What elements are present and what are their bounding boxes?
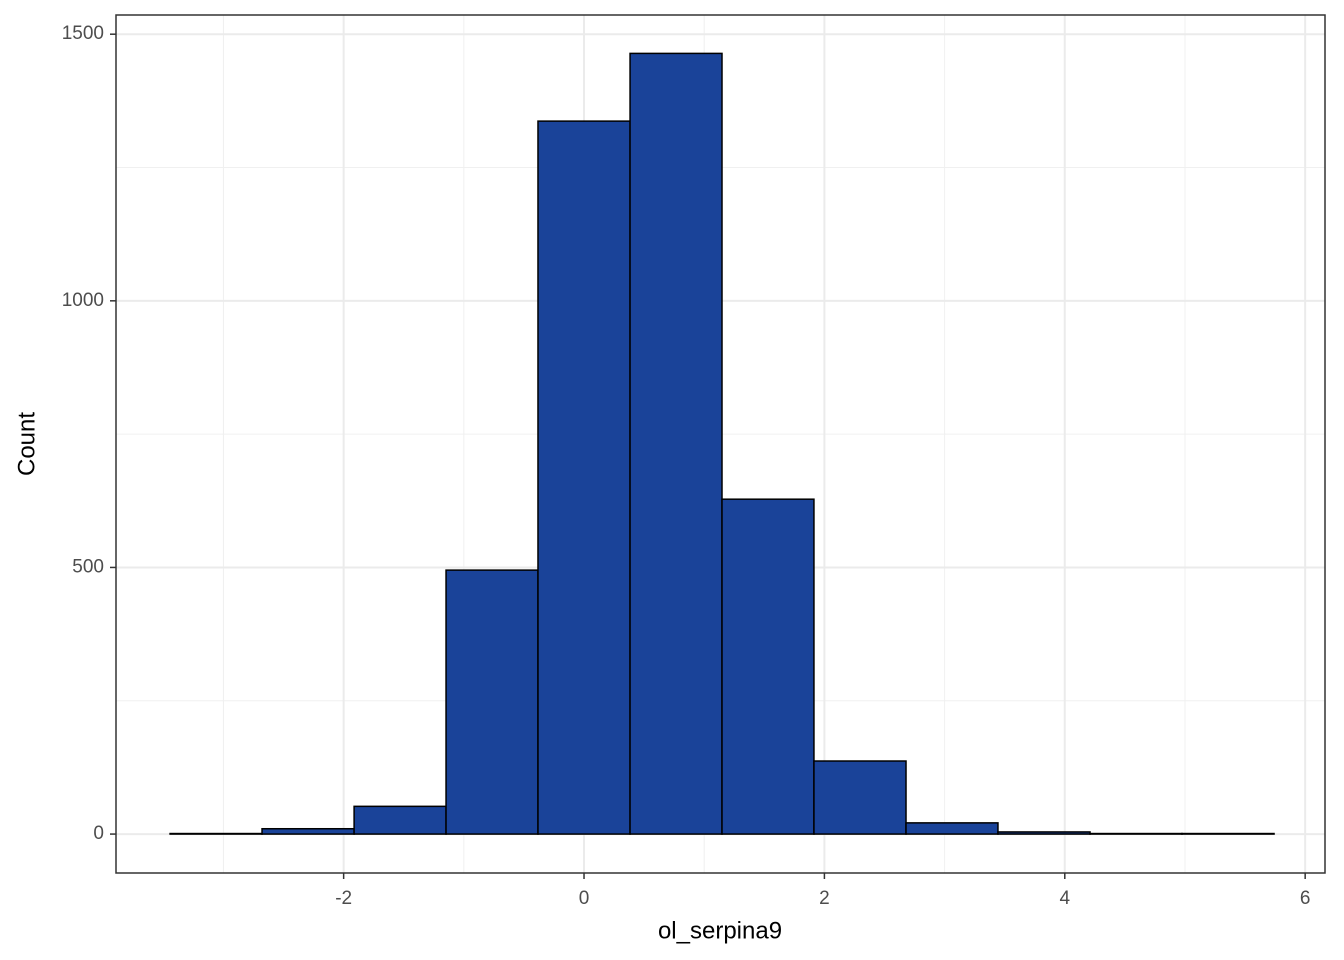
bar — [261, 827, 355, 835]
bar — [629, 52, 723, 835]
x-tick-label: 6 — [1300, 888, 1311, 909]
y-tick-label: 500 — [72, 556, 104, 577]
bar — [997, 831, 1091, 835]
y-axis-title: Count — [13, 412, 40, 476]
bar — [1181, 832, 1275, 835]
bar — [169, 832, 263, 835]
x-tick-label: 0 — [579, 888, 590, 909]
bar — [905, 822, 999, 835]
x-tick-label: -2 — [335, 888, 352, 909]
bar — [721, 498, 815, 835]
y-tick-label: 1000 — [62, 290, 104, 311]
x-axis-title: ol_serpina9 — [658, 917, 782, 944]
panel-border — [115, 14, 1326, 874]
y-tick-label: 0 — [93, 823, 104, 844]
bar — [813, 760, 907, 835]
bar — [537, 120, 631, 835]
y-tick-label: 1500 — [62, 23, 104, 44]
bar — [445, 569, 539, 835]
bar — [353, 805, 447, 835]
x-tick-label: 2 — [819, 888, 830, 909]
bar — [1089, 832, 1183, 835]
x-tick-label: 4 — [1059, 888, 1070, 909]
